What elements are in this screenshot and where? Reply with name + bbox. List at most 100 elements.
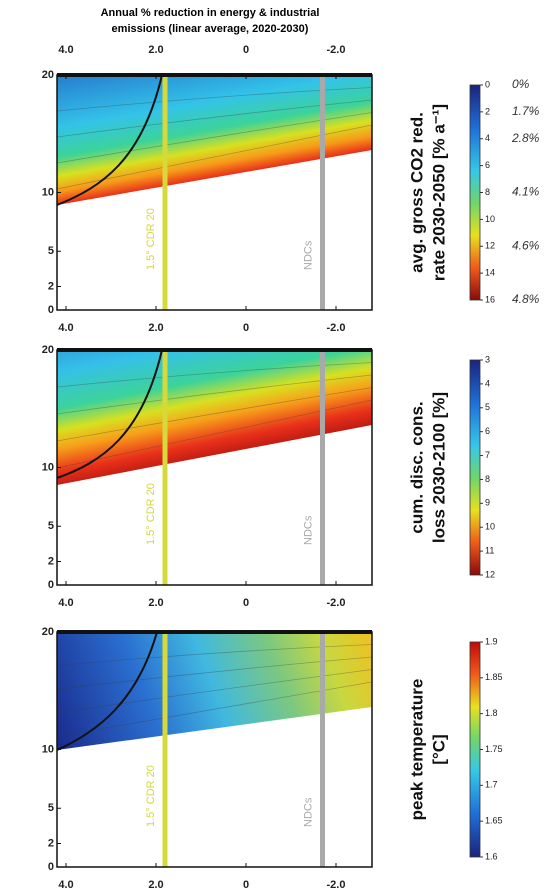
contour-line [56,374,373,415]
chart-title: Annual % reduction in energy & industria… [101,7,320,19]
x-tick-label: -2.0 [327,44,346,56]
colorbar-secondary-label: 2.8% [511,131,540,145]
colorbar-title: loss 2030-2100 [%] [429,392,448,543]
x-tick-label: 4.0 [58,879,73,891]
colorbar-tick-label: 12 [485,241,495,251]
y-tick-label: 2 [48,280,54,292]
y-tick-label: 20 [42,69,54,81]
reference-label: 1.5° CDR 20 [145,483,157,545]
contour-line [56,362,373,388]
x-tick-label: 0 [243,597,249,609]
contour-fill [57,350,372,485]
colorbar [469,359,481,576]
x-tick-label: 4.0 [58,322,73,334]
colorbar-secondary-label: 1.7% [512,104,540,118]
y-tick-label: 10 [42,461,54,473]
x-tick-label: 2.0 [148,44,163,56]
colorbar-tick-label: 3 [485,354,490,364]
x-tick-label: 0 [243,879,249,891]
panel: 1.5° CDR 20 NDCs 0 2 5 10 20 4.0 2.0 0 -2.0 1.6 1.65… [42,626,503,891]
colorbar-tick-label: 0 [485,79,490,89]
x-tick-label: -2.0 [327,322,346,334]
reference-label: NDCs [302,240,314,270]
colorbar-secondary-label: 0% [512,77,530,91]
y-tick-label: 5 [48,802,54,814]
colorbar-title: peak temperature [407,679,426,821]
colorbar-tick-label: 4 [485,133,490,143]
contour-fill [57,75,372,205]
contour-line [56,399,373,469]
x-tick-label: 2.0 [148,322,163,334]
y-tick-label: 0 [48,861,54,873]
y-tick-label: 0 [48,579,54,591]
y-tick-label: 0 [48,304,54,316]
colorbar-tick-label: 2 [485,106,490,116]
contour-line [56,669,373,714]
colorbar-secondary-label: 4.1% [512,185,540,199]
colorbar-tick-label: 1.8 [485,708,498,718]
colorbar-tick-label: 1.65 [485,816,503,826]
y-tick-label: 5 [48,245,54,257]
contour-line [56,87,373,112]
y-tick-label: 10 [42,186,54,198]
colorbar [469,84,481,301]
reference-label: 1.5° CDR 20 [145,765,157,827]
colorbar-tick-label: 1.75 [485,744,503,754]
colorbar-tick-label: 10 [485,214,495,224]
colorbar-tick-label: 8 [485,474,490,484]
colorbar-tick-label: 6 [485,426,490,436]
contour-line [56,387,373,442]
contour-line [56,644,373,666]
x-tick-label: -2.0 [327,597,346,609]
colorbar-tick-label: 9 [485,498,490,508]
contour-line [56,112,373,164]
colorbar-tick-label: 14 [485,268,495,278]
colorbar-tick-label: 11 [485,545,494,555]
colorbar-tick-label: 12 [485,569,495,579]
colorbar-tick-label: 8 [485,187,490,197]
panel: 1.5° CDR 20 NDCs 0 2 5 10 20 4.0 2.0 0 -2.0 3 4 5 6 7 8 9… [42,344,495,609]
x-tick-label: 0 [243,322,249,334]
colorbar-tick-label: 1.85 [485,672,503,682]
reference-label: 1.5° CDR 20 [145,208,157,270]
colorbar-tick-label: 1.6 [485,851,498,861]
colorbar-tick-label: 7 [485,450,490,460]
x-tick-label: 2.0 [148,597,163,609]
panel: 1.5° CDR 20 NDCs 0 2 5 10 20 4.0 4.0 2.0 2.0 0 0 -2.0… [42,44,540,334]
colorbar-tick-label: 4 [485,378,490,388]
boundary-curve [56,349,163,479]
y-tick-label: 2 [48,555,54,567]
reference-label: NDCs [302,515,314,545]
colorbar-tick-label: 5 [485,402,490,412]
colorbar-title: avg. gross CO2 red. [407,112,426,273]
colorbar-tick-label: 1.9 [485,636,498,646]
y-tick-label: 10 [42,743,54,755]
colorbar-secondary-label: 4.8% [512,292,540,306]
contour-line [56,681,373,737]
colorbar-title: cum. disc. cons. [407,401,426,533]
y-tick-label: 20 [42,626,54,638]
contour-line [56,656,373,690]
y-tick-label: 20 [42,344,54,356]
colorbar-tick-label: 16 [485,294,495,304]
boundary-curve [56,74,163,206]
boundary-curve [56,631,158,751]
contour-line [56,99,373,138]
chart-title: emissions (linear average, 2020-2030) [112,23,309,35]
x-tick-label: -2.0 [327,879,346,891]
y-tick-label: 5 [48,520,54,532]
contour-line [56,124,373,190]
reference-label: NDCs [302,797,314,827]
x-tick-label: 2.0 [148,879,163,891]
colorbar-secondary-label: 4.6% [512,238,540,252]
colorbar-title: [°C] [429,734,448,764]
x-tick-label: 4.0 [58,44,73,56]
colorbar [469,641,481,858]
x-tick-label: 4.0 [58,597,73,609]
y-tick-label: 2 [48,837,54,849]
contour-fill [57,632,372,750]
colorbar-tick-label: 10 [485,522,495,532]
colorbar-tick-label: 6 [485,160,490,170]
colorbar-tick-label: 1.7 [485,780,498,790]
